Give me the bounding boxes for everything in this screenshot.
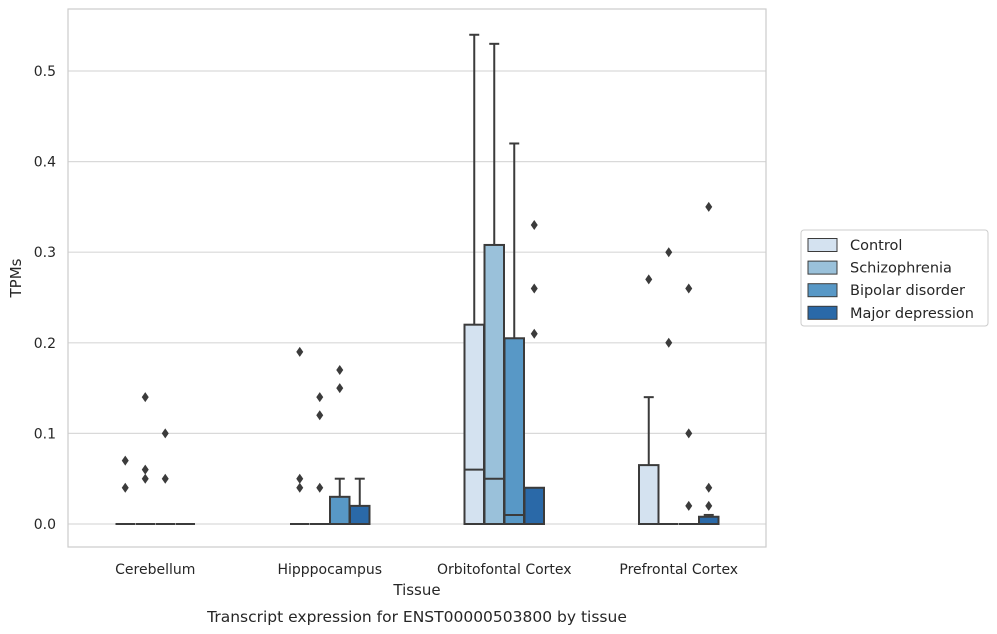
outlier-1-1-2 [316, 392, 324, 403]
box-body [463, 323, 485, 525]
x-tick-label-0: Cerebellum [115, 562, 195, 578]
outlier-2-3-0 [530, 328, 538, 339]
legend-swatch-1 [807, 260, 838, 275]
outlier-1-1-1 [316, 410, 324, 421]
box-body [523, 486, 545, 526]
legend-label-3: Major depression [850, 306, 974, 322]
box-2-1 [483, 42, 505, 525]
outlier-0-1-0 [141, 473, 149, 484]
outlier-0-2-0 [161, 473, 169, 484]
box-body [483, 243, 505, 525]
legend-swatch-3 [807, 305, 838, 320]
grid-lines [68, 70, 766, 525]
box-2-0 [463, 33, 485, 525]
y-tick-label-5: 0.5 [34, 64, 56, 80]
outlier-0-1-1 [141, 464, 149, 475]
outlier-1-0-2 [296, 346, 304, 357]
outlier-1-1-0 [316, 482, 324, 493]
figure-caption: Transcript expression for ENST0000050380… [206, 608, 627, 626]
y-tick-label-1: 0.1 [34, 426, 56, 442]
x-tick-label-3: Prefrontal Cortex [619, 562, 738, 578]
outlier-points [121, 201, 713, 511]
outlier-3-2-0 [685, 500, 693, 511]
box-3-0 [638, 396, 660, 525]
box-body [349, 504, 371, 526]
outlier-3-3-2 [705, 201, 713, 212]
box-1-3 [349, 477, 371, 526]
outlier-3-1-0 [665, 337, 673, 348]
outlier-0-2-1 [161, 428, 169, 439]
boxes [115, 33, 720, 526]
outlier-2-3-1 [530, 283, 538, 294]
outlier-0-1-2 [141, 392, 149, 403]
legend-swatch-0 [807, 238, 838, 252]
outlier-1-2-0 [336, 383, 344, 394]
legend-label-2: Bipolar disorder [850, 283, 965, 299]
outlier-0-0-0 [121, 482, 129, 493]
outlier-0-0-1 [121, 455, 129, 466]
outlier-2-3-2 [530, 220, 538, 231]
y-tick-labels: 0.0 0.1 0.2 0.3 0.4 0.5 [34, 64, 56, 533]
x-tick-label-2: Orbitofontal Cortex [437, 562, 572, 578]
outlier-1-0-0 [296, 482, 304, 493]
outlier-3-2-1 [685, 428, 693, 439]
x-tick-label-1: Hipppocampus [277, 562, 382, 578]
legend-label-0: Control [850, 238, 902, 254]
box-3-3 [698, 513, 720, 526]
legend-frame [800, 229, 989, 327]
y-axis-title: TPMs [7, 258, 25, 298]
box-body [638, 464, 660, 525]
y-tick-label-2: 0.2 [34, 336, 56, 352]
box-2-2 [503, 142, 525, 525]
x-tick-labels: Cerebellum Hipppocampus Orbitofontal Corte… [115, 562, 738, 578]
outlier-3-3-1 [705, 482, 713, 493]
box-body [503, 337, 525, 525]
legend-label-1: Schizophrenia [850, 261, 952, 277]
legend: Control Schizophrenia Bipolar disorder Majo… [800, 229, 989, 327]
y-tick-label-4: 0.4 [34, 155, 56, 171]
box-1-2 [329, 477, 351, 526]
box-body [329, 495, 351, 526]
y-tick-label-0: 0.0 [34, 517, 56, 533]
plot-area-frame [67, 8, 767, 548]
y-tick-label-3: 0.3 [34, 245, 56, 261]
box-2-3 [523, 486, 545, 526]
outlier-3-2-2 [685, 283, 693, 294]
x-axis-title: Tissue [392, 581, 440, 599]
legend-swatch-2 [807, 283, 838, 298]
outlier-3-0-0 [645, 274, 653, 285]
outlier-1-0-1 [296, 473, 304, 484]
outlier-1-2-1 [336, 364, 344, 375]
box-body [698, 515, 720, 526]
outlier-3-3-0 [705, 500, 713, 511]
outlier-3-1-1 [665, 247, 673, 258]
